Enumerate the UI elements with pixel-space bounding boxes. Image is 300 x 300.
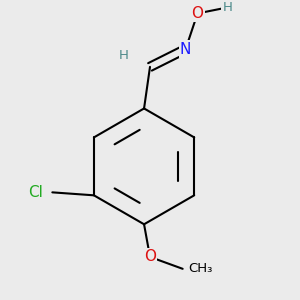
Text: O: O [191, 6, 203, 21]
Text: H: H [118, 49, 128, 62]
Text: O: O [144, 249, 156, 264]
Text: N: N [180, 42, 191, 57]
Text: H: H [222, 1, 232, 14]
Text: Cl: Cl [28, 185, 44, 200]
Text: CH₃: CH₃ [189, 262, 213, 275]
